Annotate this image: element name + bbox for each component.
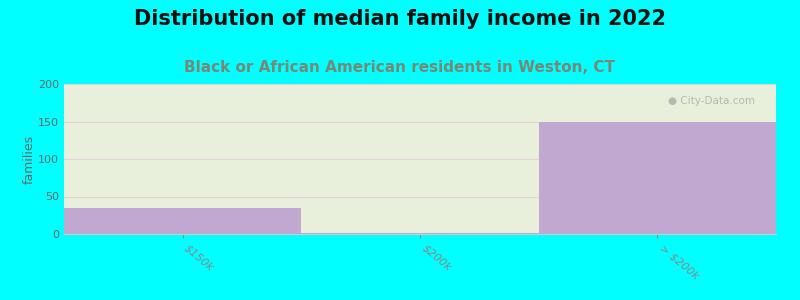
Bar bbox=[302, 232, 538, 234]
Bar bbox=[64, 208, 302, 234]
Text: ● City-Data.com: ● City-Data.com bbox=[668, 96, 754, 106]
Y-axis label: families: families bbox=[22, 134, 35, 184]
Text: Black or African American residents in Weston, CT: Black or African American residents in W… bbox=[185, 60, 615, 75]
Text: Distribution of median family income in 2022: Distribution of median family income in … bbox=[134, 9, 666, 29]
Bar bbox=[538, 122, 776, 234]
